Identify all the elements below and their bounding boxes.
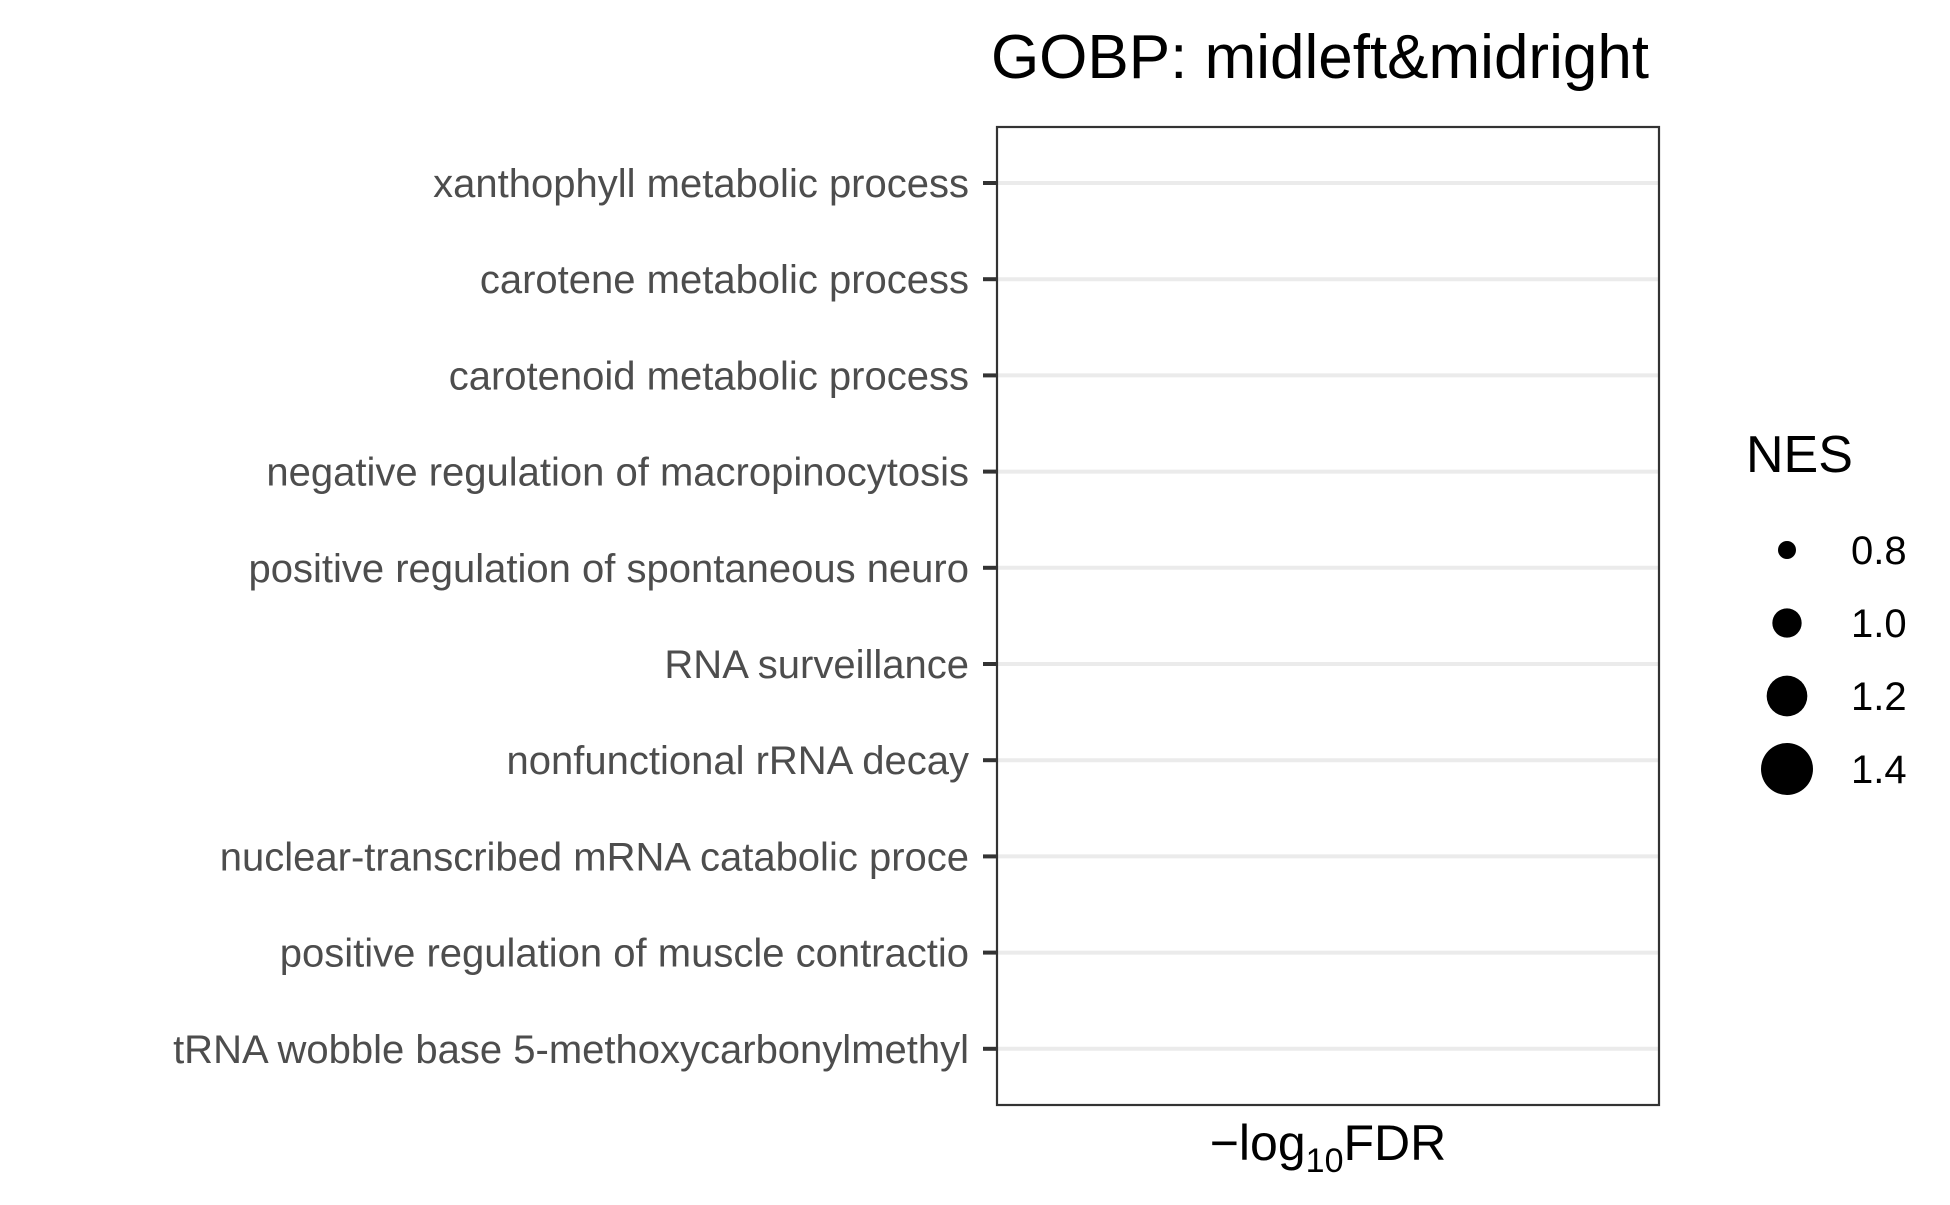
chart-title: GOBP: midleft&midright <box>991 23 1649 92</box>
y-tick-label: carotenoid metabolic process <box>449 354 969 398</box>
legend-label: 1.2 <box>1851 675 1907 719</box>
grid-lines <box>997 181 1659 1051</box>
legend-point <box>1766 675 1808 717</box>
legend-label: 0.8 <box>1851 529 1907 573</box>
x-axis-label: −log10FDR <box>1210 1115 1447 1180</box>
legend-point <box>1761 743 1813 795</box>
y-tick-label: nonfunctional rRNA decay <box>507 739 970 783</box>
legend-point <box>1772 608 1802 638</box>
legend-label: 1.4 <box>1851 748 1907 792</box>
legend: NES 0.8 1.0 1.2 1.4 <box>1746 426 1907 795</box>
legend-point <box>1778 541 1796 559</box>
y-axis: xanthophyll metabolic process carotene me… <box>173 162 997 1072</box>
legend-entries: 0.8 1.0 1.2 1.4 <box>1761 529 1907 795</box>
plot-panel <box>995 125 1661 1107</box>
y-tick-label: xanthophyll metabolic process <box>433 162 969 206</box>
y-tick-label: positive regulation of muscle contractio <box>280 932 969 976</box>
y-tick-label: RNA surveillance <box>664 643 969 687</box>
x-axis-label-suffix: FDR <box>1344 1115 1447 1171</box>
legend-label: 1.0 <box>1851 602 1907 646</box>
y-tick-label: tRNA wobble base 5-methoxycarbonylmethyl <box>173 1028 969 1072</box>
y-tick-label: positive regulation of spontaneous neuro <box>248 547 969 591</box>
legend-title: NES <box>1746 426 1853 484</box>
x-axis-label-prefix: −log <box>1210 1115 1306 1171</box>
x-axis-label-subscript: 10 <box>1306 1142 1344 1180</box>
y-tick-label: carotene metabolic process <box>480 258 969 302</box>
y-tick-label: negative regulation of macropinocytosis <box>266 451 969 495</box>
y-tick-label: nuclear-transcribed mRNA catabolic proce <box>220 835 969 879</box>
